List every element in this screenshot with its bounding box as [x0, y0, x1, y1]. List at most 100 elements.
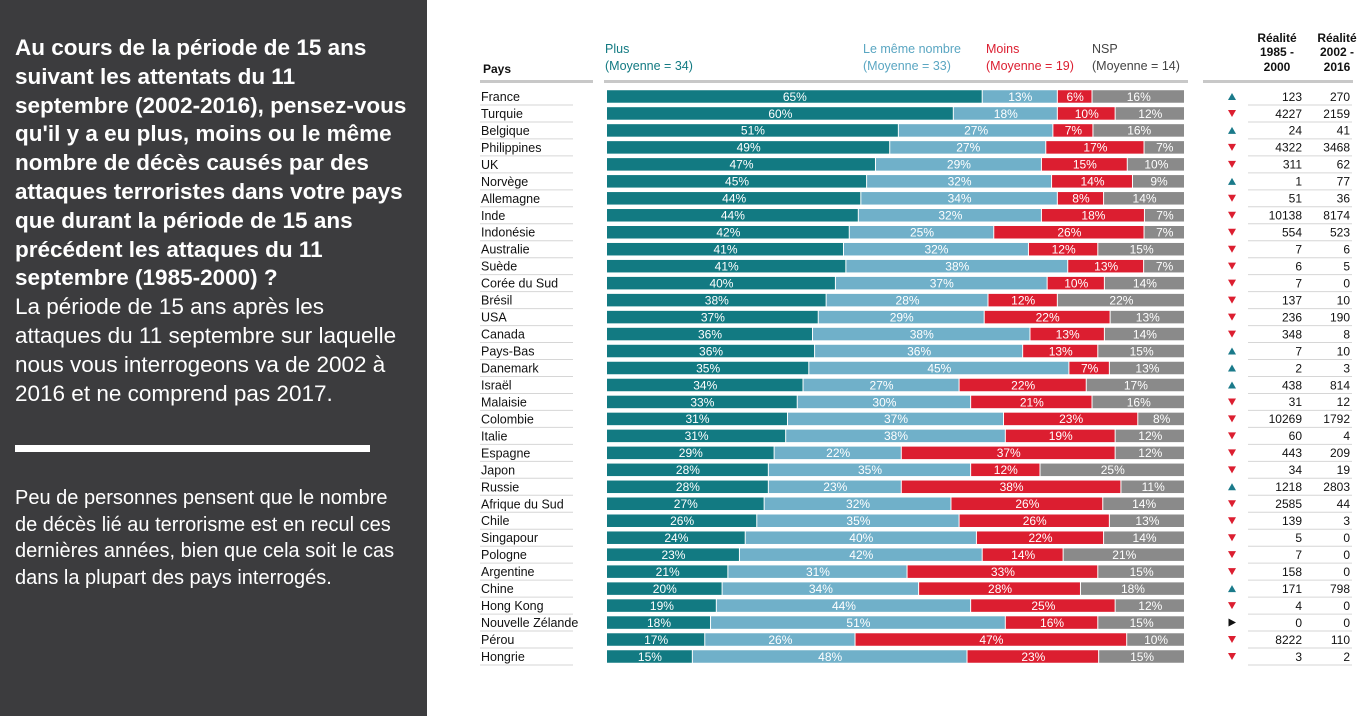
bar-plus — [607, 565, 728, 578]
country-label: Pérou — [481, 633, 514, 647]
reality-header-line: 2002 - — [1320, 45, 1354, 59]
bar-label-nsp: 15% — [1130, 650, 1154, 664]
trend-up-icon — [1228, 381, 1236, 389]
reality-2002-2016-value: 77 — [1337, 175, 1351, 189]
bar-meme — [813, 327, 1030, 341]
reality-1985-2000-value: 171 — [1282, 582, 1302, 596]
reality-header-line: Réalité — [1317, 31, 1357, 45]
bar-label-moins: 8% — [1072, 192, 1090, 206]
bar-label-plus: 24% — [664, 531, 688, 545]
country-label: Russie — [481, 480, 519, 494]
country-label: Philippines — [481, 141, 541, 155]
bar-label-nsp: 13% — [1135, 361, 1159, 375]
bar-nsp — [1110, 310, 1184, 324]
trend-down-icon — [1228, 534, 1236, 542]
bar-label-nsp: 21% — [1112, 548, 1136, 562]
bar-plus — [607, 616, 711, 629]
bar-plus — [607, 141, 890, 154]
bar-label-plus: 42% — [716, 226, 740, 240]
bar-label-nsp: 17% — [1124, 378, 1148, 392]
bar-plus — [607, 378, 803, 392]
bar-nsp — [1121, 480, 1184, 494]
legend-nsp-average: (Moyenne = 14) — [1092, 59, 1180, 73]
bar-moins — [971, 395, 1092, 409]
bar-meme — [861, 192, 1057, 205]
trend-down-icon — [1228, 313, 1236, 321]
bar-label-nsp: 7% — [1156, 259, 1174, 273]
bar-nsp — [1099, 650, 1184, 663]
bar-moins — [1057, 192, 1104, 205]
reality-1985-2000-value: 438 — [1282, 378, 1302, 392]
header-rule — [480, 80, 593, 83]
bar-meme — [692, 650, 967, 663]
bar-plus — [607, 226, 849, 239]
bar-plus — [607, 242, 843, 256]
bar-label-plus: 60% — [768, 107, 792, 121]
bar-nsp — [1063, 548, 1184, 561]
bar-label-plus: 49% — [737, 141, 761, 155]
bar-label-nsp: 18% — [1121, 582, 1145, 596]
bar-nsp — [1115, 429, 1184, 443]
header-rule — [604, 80, 1188, 83]
bar-nsp — [1104, 327, 1184, 341]
bar-label-nsp: 25% — [1101, 463, 1125, 477]
bar-nsp — [1132, 175, 1184, 188]
bar-label-nsp: 7% — [1156, 226, 1174, 240]
country-label: Israël — [481, 378, 512, 392]
trend-down-icon — [1228, 432, 1236, 440]
bar-meme — [774, 446, 901, 460]
reality-1985-2000-value: 348 — [1282, 327, 1302, 341]
trend-down-icon — [1228, 296, 1236, 304]
bar-label-meme: 40% — [849, 531, 873, 545]
bar-plus — [607, 514, 757, 527]
bar-label-moins: 33% — [991, 565, 1015, 579]
bar-label-moins: 22% — [1028, 531, 1052, 545]
question-panel: Au cours de la période de 15 ans suivant… — [0, 0, 427, 716]
bar-label-meme: 32% — [846, 497, 870, 511]
reality-1985-2000-value: 1 — [1295, 175, 1302, 189]
bar-plus — [607, 276, 835, 290]
reality-1985-2000-value: 137 — [1282, 293, 1302, 307]
reality-2002-2016-value: 270 — [1330, 90, 1350, 104]
bar-moins — [1053, 124, 1093, 137]
country-label: Nouvelle Zélande — [481, 616, 578, 630]
bar-label-nsp: 7% — [1156, 141, 1174, 155]
bar-label-moins: 23% — [1021, 650, 1045, 664]
reality-2002-2016-value: 41 — [1337, 124, 1351, 138]
reality-1985-2000-value: 34 — [1289, 463, 1303, 477]
bar-meme — [768, 480, 901, 494]
country-label: Argentine — [481, 565, 535, 579]
bar-label-moins: 18% — [1081, 209, 1105, 223]
reality-2002-2016-value: 44 — [1337, 497, 1351, 511]
reality-1985-2000-value: 7 — [1295, 344, 1302, 358]
bar-label-moins: 10% — [1075, 107, 1099, 121]
bar-label-moins: 19% — [1049, 429, 1073, 443]
country-label: Corée du Sud — [481, 277, 558, 291]
bar-label-meme: 27% — [964, 124, 988, 138]
reality-2002-2016-value: 209 — [1330, 446, 1350, 460]
trend-down-icon — [1228, 602, 1236, 610]
trend-up-icon — [1228, 347, 1236, 355]
bar-plus — [607, 480, 768, 494]
bar-label-meme: 37% — [884, 412, 908, 426]
bar-meme — [898, 124, 1053, 137]
country-label: UK — [481, 158, 499, 172]
country-label: Suède — [481, 260, 517, 274]
bar-label-plus: 18% — [647, 616, 671, 630]
bar-label-plus: 38% — [705, 293, 729, 307]
bar-label-nsp: 14% — [1133, 327, 1157, 341]
trend-up-icon — [1228, 126, 1236, 134]
bar-moins — [1004, 412, 1138, 426]
country-label: Chine — [481, 582, 514, 596]
bar-nsp — [1080, 582, 1184, 595]
reality-1985-2000-value: 2 — [1295, 361, 1302, 375]
reality-header-line: 2016 — [1324, 60, 1351, 74]
bar-label-moins: 12% — [1011, 293, 1035, 307]
bar-meme — [797, 395, 971, 409]
bar-label-moins: 22% — [1011, 378, 1035, 392]
bar-plus — [607, 310, 818, 324]
trend-down-icon — [1228, 636, 1236, 644]
trend-down-icon — [1228, 330, 1236, 338]
bar-meme — [728, 565, 907, 578]
bar-label-meme: 38% — [910, 327, 934, 341]
